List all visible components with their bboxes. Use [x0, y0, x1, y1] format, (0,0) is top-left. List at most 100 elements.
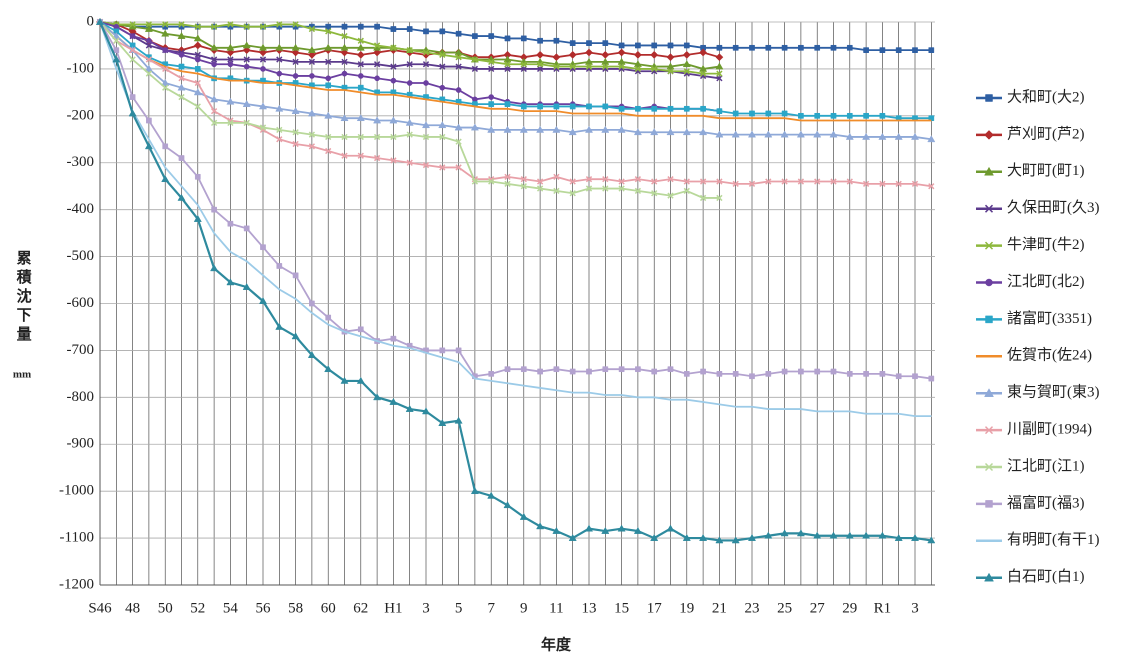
marker — [633, 60, 642, 68]
marker — [357, 84, 364, 91]
legend-label: 大町町(町1) — [1007, 162, 1085, 179]
marker — [374, 23, 380, 30]
marker — [504, 180, 511, 187]
marker — [846, 44, 853, 51]
marker — [667, 192, 674, 199]
marker — [520, 103, 527, 110]
marker — [878, 531, 887, 539]
marker — [667, 42, 674, 49]
x-tick-label: H1 — [384, 600, 402, 616]
marker — [144, 142, 153, 150]
marker — [683, 178, 690, 185]
marker — [569, 40, 576, 46]
marker — [488, 371, 495, 377]
marker — [292, 58, 299, 66]
marker — [586, 103, 592, 110]
marker — [862, 132, 871, 140]
marker — [471, 65, 479, 73]
marker — [357, 133, 364, 141]
marker — [927, 135, 936, 143]
marker — [422, 49, 430, 56]
marker — [716, 70, 723, 77]
marker — [749, 110, 755, 117]
marker — [716, 371, 723, 377]
marker — [422, 133, 430, 141]
marker — [227, 56, 234, 63]
marker — [984, 204, 994, 213]
marker — [423, 28, 429, 35]
marker — [666, 53, 675, 62]
marker — [210, 264, 219, 272]
marker — [879, 47, 886, 53]
marker — [748, 180, 756, 187]
marker — [307, 351, 316, 358]
marker — [699, 64, 708, 72]
marker — [276, 21, 283, 28]
marker — [194, 103, 201, 110]
marker — [602, 63, 609, 70]
marker — [470, 123, 479, 131]
x-tick-label: 23 — [745, 600, 760, 616]
marker — [829, 531, 838, 539]
legend-label: 福富町(福3) — [1007, 493, 1085, 511]
marker — [765, 44, 772, 51]
marker — [635, 366, 641, 373]
marker — [113, 47, 120, 53]
marker — [504, 61, 511, 68]
marker — [895, 373, 902, 380]
marker — [308, 131, 316, 138]
marker — [667, 105, 674, 112]
marker — [390, 63, 397, 70]
marker — [732, 44, 739, 51]
marker — [406, 26, 413, 32]
marker — [276, 70, 283, 77]
marker — [569, 368, 576, 375]
marker — [178, 93, 185, 101]
marker — [862, 531, 871, 539]
marker — [307, 109, 316, 117]
marker — [145, 42, 153, 49]
marker — [830, 368, 837, 375]
marker — [439, 51, 446, 58]
marker — [291, 107, 300, 114]
marker — [504, 35, 511, 42]
x-tick-label: 60 — [321, 600, 336, 616]
marker — [275, 43, 284, 51]
marker — [454, 416, 463, 424]
marker — [406, 131, 413, 138]
marker — [618, 366, 625, 373]
marker — [504, 65, 511, 73]
marker — [585, 63, 593, 70]
marker — [488, 33, 495, 39]
marker — [780, 130, 789, 138]
marker — [325, 133, 332, 141]
marker — [276, 56, 283, 63]
marker — [487, 125, 496, 133]
marker — [226, 48, 235, 57]
marker — [985, 315, 993, 324]
marker — [95, 17, 105, 25]
marker — [519, 125, 528, 133]
marker — [226, 278, 235, 286]
marker — [194, 66, 201, 72]
marker — [390, 44, 397, 51]
marker — [699, 178, 707, 185]
marker — [830, 178, 837, 185]
marker — [194, 173, 201, 180]
marker — [984, 241, 994, 250]
marker — [716, 108, 723, 114]
x-tick-label: 27 — [810, 600, 826, 616]
marker — [520, 61, 527, 68]
legend-label: 川副町(1994) — [1007, 421, 1092, 438]
marker — [357, 73, 364, 79]
marker — [781, 368, 788, 375]
marker — [161, 175, 170, 183]
marker — [470, 487, 479, 495]
marker — [227, 119, 234, 127]
marker — [985, 94, 993, 102]
marker — [275, 322, 284, 330]
y-tick-label: -300 — [67, 154, 95, 170]
x-tick-label: 11 — [549, 600, 563, 616]
marker — [617, 524, 626, 532]
marker — [536, 185, 544, 192]
